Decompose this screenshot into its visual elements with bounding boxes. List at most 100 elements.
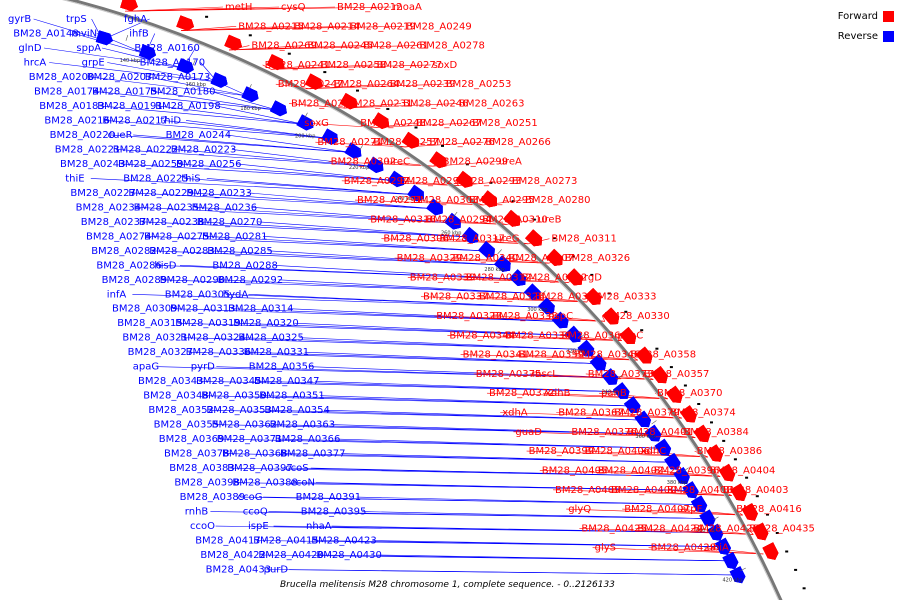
forward-feature: [304, 73, 323, 90]
reverse-gene-label: BM28_A0363: [270, 420, 336, 431]
forward-feature: [176, 15, 194, 31]
forward-gene-label: nspC: [548, 311, 573, 322]
forward-feature: [480, 190, 497, 208]
reverse-feature: [623, 396, 641, 413]
forward-gene-label: mscL: [532, 369, 558, 380]
feature-marker: [590, 273, 594, 276]
reverse-gene-label: BM28_A0256: [176, 159, 242, 170]
reverse-connector: [152, 91, 277, 111]
forward-gene-label: BM28_A0424: [637, 523, 703, 534]
forward-gene-label: BM28_A0323: [436, 311, 502, 322]
forward-connector: [354, 199, 484, 206]
reverse-feature: [644, 424, 662, 442]
reverse-gene-label: BM28_A0216: [44, 115, 110, 126]
forward-gene-label: BM28_A0261: [363, 41, 429, 52]
feature-marker: [607, 292, 611, 295]
feature-marker: [414, 126, 418, 129]
tick-mark: [125, 35, 129, 41]
reverse-connector: [178, 163, 395, 181]
forward-connector: [447, 335, 622, 341]
forward-feature: [706, 444, 723, 462]
reverse-connector: [204, 236, 486, 252]
tick-label: 300 kbp: [527, 307, 547, 313]
reverse-gene-label: BM28_A0207: [87, 72, 153, 83]
backbone-ring-highlight: [61, 0, 780, 600]
forward-gene-label: BM28_A0310: [482, 214, 548, 225]
reverse-connector: [236, 163, 395, 181]
forward-gene-label: BM28_A0293: [456, 176, 522, 187]
forward-connector: [381, 238, 529, 245]
tick-label: 160 kbp: [186, 82, 206, 88]
feature-marker: [465, 163, 469, 166]
reverse-gene-label: BM28_A0321: [122, 333, 188, 344]
reverse-gene-label: pyrD: [191, 362, 215, 373]
reverse-gene-label: BM28_A0348: [143, 391, 209, 402]
legend-reverse: Reverse: [838, 26, 894, 46]
reverse-feature: [551, 311, 569, 329]
forward-gene-label: BM28_A0258: [321, 60, 387, 71]
forward-connector: [615, 335, 622, 341]
tick-mark: [304, 112, 308, 119]
reverse-gene-label: ccoG: [238, 492, 263, 503]
reverse-connector: [377, 554, 729, 562]
reverse-feature: [138, 44, 156, 60]
reverse-connector: [206, 178, 415, 195]
feature-marker: [655, 347, 659, 350]
tick-mark: [406, 176, 411, 182]
reverse-gene-label: BM28_A0383: [169, 463, 235, 474]
reverse-gene-label: BM28_A0180: [150, 86, 216, 97]
forward-gene-label: BM28_A0333: [591, 292, 657, 303]
reverse-gene-label: BM28_A0389: [180, 492, 246, 503]
reverse-gene-label: BM28_A0430: [316, 550, 382, 561]
forward-connector: [375, 122, 471, 128]
reverse-gene-label: BM28_A0314: [228, 304, 294, 315]
reverse-gene-label: ccoN: [290, 478, 315, 489]
forward-gene-label: BM28_A0239: [390, 79, 456, 90]
reverse-gene-label: hydA: [223, 289, 249, 300]
forward-feature: [565, 268, 583, 286]
forward-gene-label: BM28_A0404: [710, 465, 776, 476]
forward-feature: [503, 209, 521, 227]
reverse-gene-label: BM28_A0350: [201, 391, 267, 402]
reverse-feature: [461, 227, 479, 244]
forward-connector: [460, 354, 638, 361]
tick-label: 240 kbp: [395, 196, 415, 202]
forward-gene-label: BM28_A0273: [512, 176, 578, 187]
reverse-gene-label: sppA: [76, 43, 101, 54]
forward-gene-label: BM28_A0271: [317, 137, 383, 148]
feature-marker: [683, 384, 687, 387]
forward-gene-label: BM28_A0214: [294, 21, 360, 32]
reverse-feature: [387, 170, 405, 188]
forward-gene-label: BM28_A0246: [403, 99, 469, 110]
reverse-connector: [132, 294, 546, 308]
forward-gene-label: BM28_A0269: [251, 41, 317, 52]
forward-feature: [455, 170, 473, 188]
reverse-gene-label: gyrB: [8, 14, 31, 25]
backbone-ring: [65, 0, 783, 600]
reverse-gene-label: BM28_A0366: [275, 434, 341, 445]
forward-gene-label: BM28_A0280: [525, 195, 591, 206]
reverse-gene-label: BM28_A0235: [134, 202, 200, 213]
forward-gene-label: BM28_A0278: [419, 41, 485, 52]
reverse-gene-label: BM28_A0289: [102, 275, 168, 286]
forward-gene-label: BM28_A0295: [469, 195, 535, 206]
forward-feature: [718, 463, 736, 482]
reverse-connector: [43, 47, 184, 69]
forward-connector: [579, 528, 754, 535]
forward-gene-label: BM28_A0322: [522, 272, 588, 283]
feature-marker: [572, 255, 575, 258]
forward-gene-label: cysQ: [281, 2, 306, 13]
forward-connector: [486, 392, 668, 400]
forward-gene-label: BM28_A0294: [426, 214, 492, 225]
forward-connector: [410, 199, 484, 206]
reverse-gene-label: BM28_A0324: [180, 333, 246, 344]
tick-mark: [740, 567, 746, 571]
reverse-gene-label: BM28_A0433: [206, 565, 272, 576]
forward-connector: [556, 412, 682, 419]
reverse-swatch: [883, 30, 894, 42]
reverse-feature: [682, 481, 699, 499]
forward-gene-label: BM28_A0405: [542, 465, 608, 476]
forward-gene-label: panB: [601, 388, 627, 399]
reverse-gene-label: BM28_A0290: [160, 275, 226, 286]
